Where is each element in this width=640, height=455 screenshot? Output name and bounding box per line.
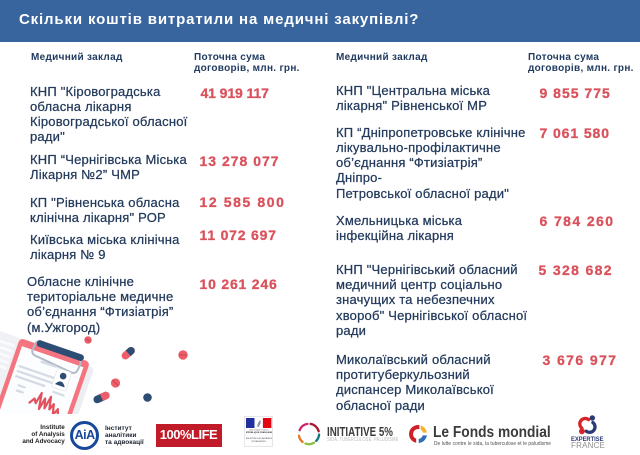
svg-text:Liberté • Égalité • Fraternité: Liberté • Égalité • Fraternité (249, 429, 268, 432)
svg-text:ÉTRANGÈRES: ÉTRANGÈRES (252, 440, 267, 443)
svg-text:RÉPUBLIQUE FRANÇAISE: RÉPUBLIQUE FRANÇAISE (246, 431, 271, 434)
svg-text:MINISTÈRE DES AFFAIRES: MINISTÈRE DES AFFAIRES (246, 437, 271, 440)
